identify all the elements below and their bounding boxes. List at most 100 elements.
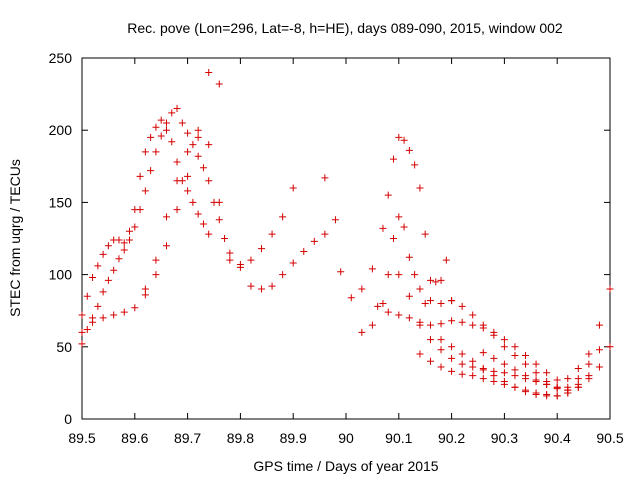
data-point: [469, 372, 477, 380]
data-point: [189, 198, 197, 206]
data-point: [426, 321, 434, 329]
data-point: [532, 390, 540, 398]
x-axis: 89.5 89.6 89.7 89.8 89.9 90 90.1 90.2 90.3 90.4 90…: [68, 58, 624, 446]
data-point: [384, 191, 392, 199]
data-point: [437, 363, 445, 371]
data-point: [104, 242, 112, 250]
data-point: [421, 230, 429, 238]
data-point: [157, 132, 165, 140]
data-point: [141, 187, 149, 195]
data-point: [522, 388, 530, 396]
data-point: [184, 129, 192, 137]
x-tick-label: 90.4: [544, 430, 571, 446]
data-point: [437, 346, 445, 354]
data-point: [437, 320, 445, 328]
data-point: [405, 253, 413, 261]
data-point: [500, 343, 508, 351]
data-point: [511, 366, 519, 374]
data-point: [574, 380, 582, 388]
y-tick-label: 100: [49, 267, 73, 283]
data-point: [479, 349, 487, 357]
data-point: [173, 177, 181, 185]
data-point: [384, 271, 392, 279]
data-point: [416, 321, 424, 329]
data-point: [511, 383, 519, 391]
data-point: [337, 268, 345, 276]
data-point: [173, 105, 181, 113]
data-point: [215, 80, 223, 88]
data-point: [147, 133, 155, 141]
data-point: [194, 152, 202, 160]
data-point: [157, 116, 165, 124]
x-tick-label: 89.8: [227, 430, 254, 446]
data-point: [136, 172, 144, 180]
data-point: [585, 360, 593, 368]
data-point: [215, 216, 223, 224]
data-point: [94, 262, 102, 270]
data-point: [448, 354, 456, 362]
data-point: [131, 206, 139, 214]
data-point: [595, 346, 603, 354]
data-point: [448, 297, 456, 305]
data-point: [99, 288, 107, 296]
data-point: [120, 308, 128, 316]
data-point: [89, 318, 97, 326]
data-point: [390, 235, 398, 242]
data-point: [479, 321, 487, 329]
data-point: [448, 343, 456, 351]
data-point: [83, 325, 91, 333]
data-point: [479, 364, 487, 372]
data-point: [152, 148, 160, 156]
data-point: [152, 271, 160, 279]
data-point: [426, 297, 434, 305]
data-point: [194, 126, 202, 134]
data-point: [205, 68, 213, 76]
data-point: [426, 336, 434, 344]
y-axis: 0 50 100 150 200 250: [49, 50, 610, 427]
y-axis-label: STEC from uqrg / TECUs: [7, 159, 23, 317]
data-point: [94, 302, 102, 310]
data-point: [416, 184, 424, 192]
data-point: [511, 343, 519, 351]
data-point: [574, 364, 582, 372]
data-point: [115, 255, 123, 263]
data-point: [543, 380, 551, 388]
data-point: [289, 259, 297, 267]
data-point: [395, 271, 403, 279]
data-point: [416, 285, 424, 293]
data-point: [405, 292, 413, 300]
y-tick-label: 50: [56, 339, 72, 355]
data-point: [400, 136, 408, 144]
data-point: [432, 278, 440, 286]
data-point: [83, 292, 91, 300]
data-point: [442, 256, 450, 264]
data-point: [104, 276, 112, 284]
data-point: [358, 285, 366, 293]
data-point: [553, 392, 561, 400]
data-point: [331, 216, 339, 224]
data-point: [595, 363, 603, 371]
data-point: [168, 109, 176, 117]
data-point: [99, 314, 107, 322]
y-tick-label: 200: [49, 122, 73, 138]
data-point: [110, 311, 118, 319]
data-point: [141, 285, 149, 293]
data-point: [500, 360, 508, 368]
data-point: [321, 230, 329, 238]
data-point: [405, 314, 413, 322]
data-point: [416, 350, 424, 358]
data-point: [173, 206, 181, 214]
y-tick-label: 0: [64, 411, 72, 427]
plot-frame: [81, 57, 611, 420]
data-point: [152, 256, 160, 264]
data-point: [585, 350, 593, 358]
data-point: [205, 141, 213, 149]
data-point: [289, 184, 297, 192]
data-point: [421, 299, 429, 307]
chart-title: Rec. pove (Lon=296, Lat=-8, h=HE), days …: [127, 20, 563, 36]
data-point: [310, 237, 318, 245]
data-point: [162, 213, 170, 221]
data-point: [120, 246, 128, 254]
data-point: [490, 372, 498, 380]
